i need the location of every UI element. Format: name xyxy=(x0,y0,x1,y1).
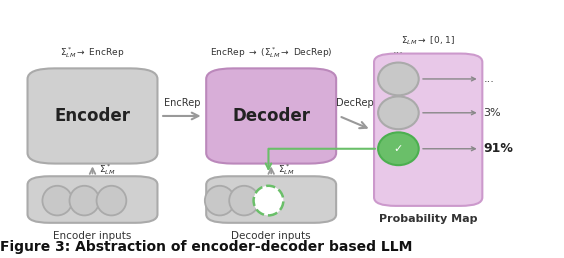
Ellipse shape xyxy=(378,96,418,129)
Text: $\Sigma_{LM} \rightarrow$ [0, 1]: $\Sigma_{LM} \rightarrow$ [0, 1] xyxy=(401,35,455,47)
Ellipse shape xyxy=(378,132,418,165)
Text: 3%: 3% xyxy=(483,108,501,118)
Ellipse shape xyxy=(96,186,126,215)
Text: ✓: ✓ xyxy=(394,144,403,154)
Text: ···: ··· xyxy=(393,49,404,59)
Text: Encoder inputs: Encoder inputs xyxy=(54,231,131,241)
Text: Decoder: Decoder xyxy=(232,107,310,125)
FancyBboxPatch shape xyxy=(206,68,336,164)
FancyBboxPatch shape xyxy=(374,54,482,206)
Ellipse shape xyxy=(378,62,418,95)
Text: Figure 3: Abstraction of encoder-decoder based LLM: Figure 3: Abstraction of encoder-decoder… xyxy=(1,240,413,254)
Text: $\Sigma^*_{LM}$: $\Sigma^*_{LM}$ xyxy=(99,163,116,178)
Text: Decoder inputs: Decoder inputs xyxy=(231,231,311,241)
Text: 91%: 91% xyxy=(483,142,513,155)
Ellipse shape xyxy=(69,186,99,215)
Text: $\Sigma^*_{LM} \rightarrow$ EncRep: $\Sigma^*_{LM} \rightarrow$ EncRep xyxy=(60,45,125,60)
Ellipse shape xyxy=(254,186,283,215)
Ellipse shape xyxy=(229,186,259,215)
FancyBboxPatch shape xyxy=(28,176,157,223)
Text: EncRep $\rightarrow$ ($\Sigma^*_{LM} \rightarrow$ DecRep): EncRep $\rightarrow$ ($\Sigma^*_{LM} \ri… xyxy=(210,45,333,60)
Ellipse shape xyxy=(42,186,72,215)
FancyBboxPatch shape xyxy=(28,68,157,164)
Text: Encoder: Encoder xyxy=(55,107,130,125)
FancyBboxPatch shape xyxy=(206,176,336,223)
Text: EncRep: EncRep xyxy=(164,98,200,108)
Text: ...: ... xyxy=(483,74,494,84)
Ellipse shape xyxy=(205,186,235,215)
Text: $\Sigma^*_{LM}$: $\Sigma^*_{LM}$ xyxy=(277,163,294,178)
Text: DecRep: DecRep xyxy=(336,98,374,108)
Text: Probability Map: Probability Map xyxy=(379,214,478,224)
